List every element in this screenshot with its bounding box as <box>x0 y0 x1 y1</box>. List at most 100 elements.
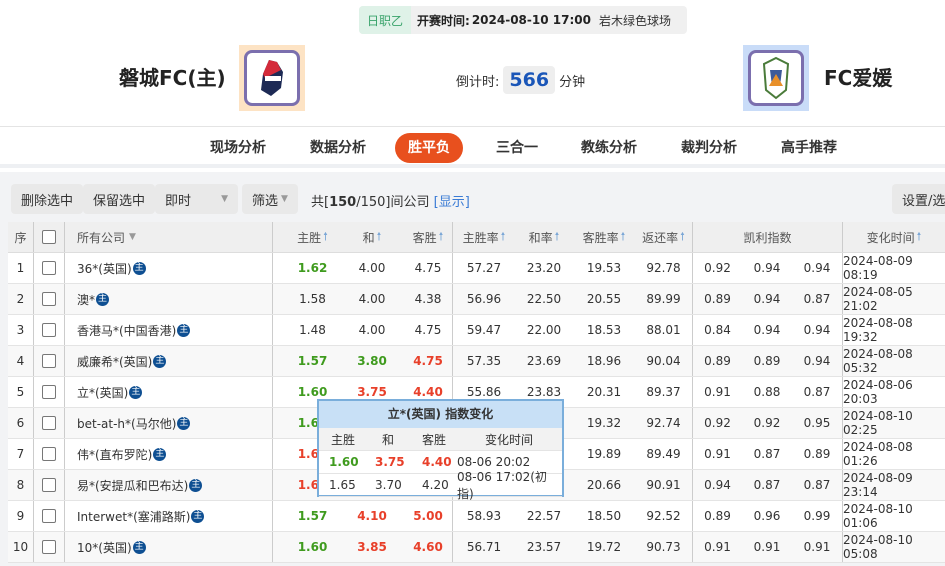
company-name[interactable]: 立*(英国) <box>77 385 129 400</box>
company-cell[interactable]: 易*(安提瓜和巴布达) 主 <box>64 470 272 500</box>
countdown-value: 566 <box>503 66 556 94</box>
header-seq: 序 <box>14 230 27 245</box>
table-row[interactable]: 2 澳* 主 1.58 4.00 4.38 56.96 22.50 20.55 89.99 0.89… <box>8 284 945 315</box>
sort-arrow-icon: 🠕 <box>680 229 685 243</box>
tab-data-analysis[interactable]: 数据分析 <box>310 140 366 156</box>
odds-away[interactable]: 4.75 <box>414 323 442 337</box>
table-row[interactable]: 9 Interwet*(塞浦路斯) 主 1.57 4.10 5.00 58.93 22.57 1… <box>8 501 945 532</box>
header-home[interactable]: 主胜 🠕 <box>272 222 352 252</box>
row-checkbox[interactable] <box>33 253 64 283</box>
header-draw[interactable]: 和 🠕 <box>346 222 398 252</box>
company-cell[interactable]: 香港马*(中国香港) 主 <box>64 315 272 345</box>
odds-draw[interactable]: 4.00 <box>358 292 386 306</box>
odds-draw[interactable]: 4.00 <box>358 261 386 275</box>
home-team-name[interactable]: 磐城FC(主) <box>119 66 226 90</box>
header-draw-rate[interactable]: 和率 🠕 <box>515 222 573 252</box>
away-team-name[interactable]: FC爱媛 <box>824 66 893 90</box>
league-badge[interactable]: 日职乙 <box>359 6 412 34</box>
filter-dropdown[interactable]: 筛选 ▼ <box>242 184 298 214</box>
kelly-draw: 0.89 <box>753 354 781 368</box>
table-row[interactable]: 4 威廉希*(英国) 主 1.57 3.80 4.75 57.35 23.69 18.96 90.… <box>8 346 945 377</box>
row-checkbox[interactable] <box>33 284 64 314</box>
odds-home[interactable]: 1.58 <box>272 284 352 314</box>
company-cell[interactable]: 36*(英国) 主 <box>64 253 272 283</box>
odds-home[interactable]: 1.57 <box>272 501 352 531</box>
delete-selected-button[interactable]: 删除选中 <box>11 184 84 214</box>
away-team-logo[interactable] <box>743 45 809 111</box>
row-checkbox[interactable] <box>33 470 64 500</box>
tab-referee-analysis[interactable]: 裁判分析 <box>681 140 737 156</box>
row-checkbox[interactable] <box>33 439 64 469</box>
company-cell[interactable]: bet-at-h*(马尔他) 主 <box>64 408 272 438</box>
tab-live-analysis[interactable]: 现场分析 <box>210 140 266 156</box>
table-row[interactable]: 3 香港马*(中国香港) 主 1.48 4.00 4.75 59.47 22.00 18.53 8… <box>8 315 945 346</box>
company-name[interactable]: 36*(英国) <box>77 261 132 276</box>
draw-rate: 23.83 <box>526 385 562 399</box>
company-cell[interactable]: 立*(英国) 主 <box>64 377 272 407</box>
row-checkbox[interactable] <box>33 377 64 407</box>
company-name[interactable]: 10*(英国) <box>77 540 132 555</box>
header-return-rate[interactable]: 返还率 🠕 <box>635 222 692 252</box>
header-away[interactable]: 客胜 🠕 <box>398 222 458 252</box>
table-row[interactable]: 1 36*(英国) 主 1.62 4.00 4.75 57.27 23.20 19.53 92.7… <box>8 253 945 284</box>
sort-arrow-icon: 🠕 <box>554 229 560 243</box>
header-away-rate[interactable]: 客胜率 🠕 <box>573 222 635 252</box>
header-time[interactable]: 变化时间 🠕 <box>842 222 945 252</box>
mode-select-value: 即时 <box>165 193 192 209</box>
home-team-logo[interactable] <box>239 45 305 111</box>
odds-home[interactable]: 1.62 <box>272 253 352 283</box>
row-checkbox[interactable] <box>33 408 64 438</box>
odds-home[interactable]: 1.48 <box>272 315 352 345</box>
company-name[interactable]: Interwet*(塞浦路斯) <box>77 509 191 524</box>
host-badge-icon: 主 <box>153 354 167 368</box>
row-checkbox[interactable] <box>33 501 64 531</box>
table-row[interactable]: 7 伟*(直布罗陀) 主 1.60 19.89 89.49 0.91 0.87 0.89 2024… <box>8 439 945 470</box>
odds-away[interactable]: 4.75 <box>414 261 442 275</box>
odds-draw[interactable]: 3.85 <box>357 540 387 554</box>
row-checkbox[interactable] <box>33 346 64 376</box>
odds-away[interactable]: 5.00 <box>413 509 443 523</box>
header-draw-rate-label: 和率 <box>528 230 553 245</box>
odds-home[interactable]: 1.60 <box>272 532 352 562</box>
company-name[interactable]: 威廉希*(英国) <box>77 354 153 369</box>
away-rate: 19.72 <box>586 540 622 554</box>
company-name[interactable]: 澳* <box>77 292 96 307</box>
header-company-label: 所有公司 <box>77 230 126 245</box>
odds-home[interactable]: 1.57 <box>272 346 352 376</box>
mode-select[interactable]: 即时 ▼ <box>155 184 238 214</box>
company-cell[interactable]: 威廉希*(英国) 主 <box>64 346 272 376</box>
tab-three-in-one[interactable]: 三合一 <box>496 140 538 156</box>
table-row[interactable]: 10 10*(英国) 主 1.60 3.85 4.60 56.71 23.57 19.72 90.… <box>8 532 945 563</box>
table-row[interactable]: 5 立*(英国) 主 1.60 3.75 4.40 55.86 23.83 20.31 89.37… <box>8 377 945 408</box>
odds-away[interactable]: 4.40 <box>413 385 443 399</box>
header-home-rate[interactable]: 主胜率 🠕 <box>452 222 515 252</box>
host-badge-icon: 主 <box>191 509 205 523</box>
settings-button[interactable]: 设置/选择 <box>892 184 945 214</box>
keep-selected-button[interactable]: 保留选中 <box>83 184 156 214</box>
tooltip-title: 立*(英国) 指数变化 <box>319 401 562 428</box>
company-name[interactable]: 伟*(直布罗陀) <box>77 447 153 462</box>
odds-away[interactable]: 4.60 <box>413 540 443 554</box>
company-cell[interactable]: 伟*(直布罗陀) 主 <box>64 439 272 469</box>
company-cell[interactable]: 10*(英国) 主 <box>64 532 272 562</box>
header-company[interactable]: 所有公司 ▼ <box>64 222 272 252</box>
company-name[interactable]: 香港马*(中国香港) <box>77 323 177 338</box>
odds-draw[interactable]: 4.00 <box>358 323 386 337</box>
show-link[interactable]: [显示] <box>433 195 470 210</box>
odds-home[interactable]: 1.60 <box>272 377 352 407</box>
odds-draw[interactable]: 3.75 <box>357 385 387 399</box>
tab-expert-picks[interactable]: 高手推荐 <box>781 140 837 156</box>
company-cell[interactable]: Interwet*(塞浦路斯) 主 <box>64 501 272 531</box>
odds-away[interactable]: 4.38 <box>414 292 442 306</box>
company-cell[interactable]: 澳* 主 <box>64 284 272 314</box>
row-checkbox[interactable] <box>33 315 64 345</box>
select-all-checkbox[interactable] <box>33 222 64 252</box>
company-name[interactable]: 易*(安提瓜和巴布达) <box>77 478 189 493</box>
company-name[interactable]: bet-at-h*(马尔他) <box>77 416 177 431</box>
tab-win-draw-loss[interactable]: 胜平负 <box>395 133 463 163</box>
odds-away[interactable]: 4.75 <box>413 354 443 368</box>
odds-draw[interactable]: 3.80 <box>357 354 387 368</box>
odds-draw[interactable]: 4.10 <box>357 509 387 523</box>
tab-coach-analysis[interactable]: 教练分析 <box>581 140 637 156</box>
row-checkbox[interactable] <box>33 532 64 562</box>
